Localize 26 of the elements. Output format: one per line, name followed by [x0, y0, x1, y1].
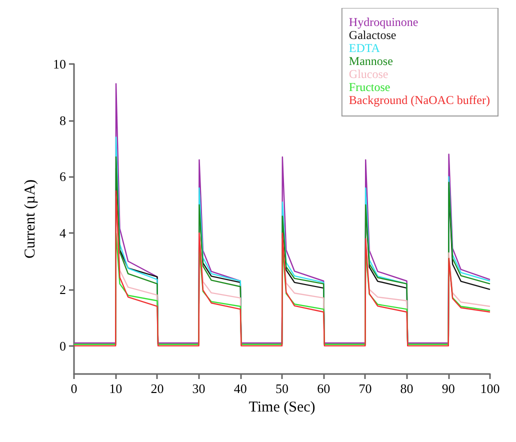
y-tick-label: 6: [60, 169, 66, 184]
x-tick-label: 20: [150, 381, 164, 396]
y-axis-title: Current (µA): [22, 179, 38, 259]
text: Fructose: [348, 80, 390, 94]
text: Hydroquinone: [348, 15, 418, 29]
text: Glucose: [348, 67, 388, 81]
x-axis-title: Time (Sec): [248, 400, 316, 416]
x-tick-label: 60: [317, 381, 330, 396]
x-tick-label: 100: [480, 381, 500, 396]
text: Galactose: [348, 28, 396, 42]
text: EDTA: [348, 41, 380, 55]
x-tick-label: 30: [192, 381, 206, 396]
x-tick-label: 0: [70, 381, 78, 396]
y-tick-label: 4: [60, 226, 66, 241]
text: Mannose: [348, 54, 393, 68]
x-tick-label: 70: [358, 381, 372, 396]
y-tick-label: 2: [60, 282, 66, 297]
y-tick-label: 10: [53, 56, 66, 72]
x-tick-label: 50: [276, 381, 288, 396]
x-tick-label: 10: [109, 381, 122, 396]
y-tick-label: 8: [60, 112, 66, 128]
x-tick-label: 80: [400, 381, 414, 396]
y-tick-label: 0: [60, 338, 66, 354]
x-tick-label: 40: [234, 381, 247, 396]
text: Background (NaOAC buffer): [348, 93, 490, 107]
x-tick-label: 90: [442, 381, 455, 396]
